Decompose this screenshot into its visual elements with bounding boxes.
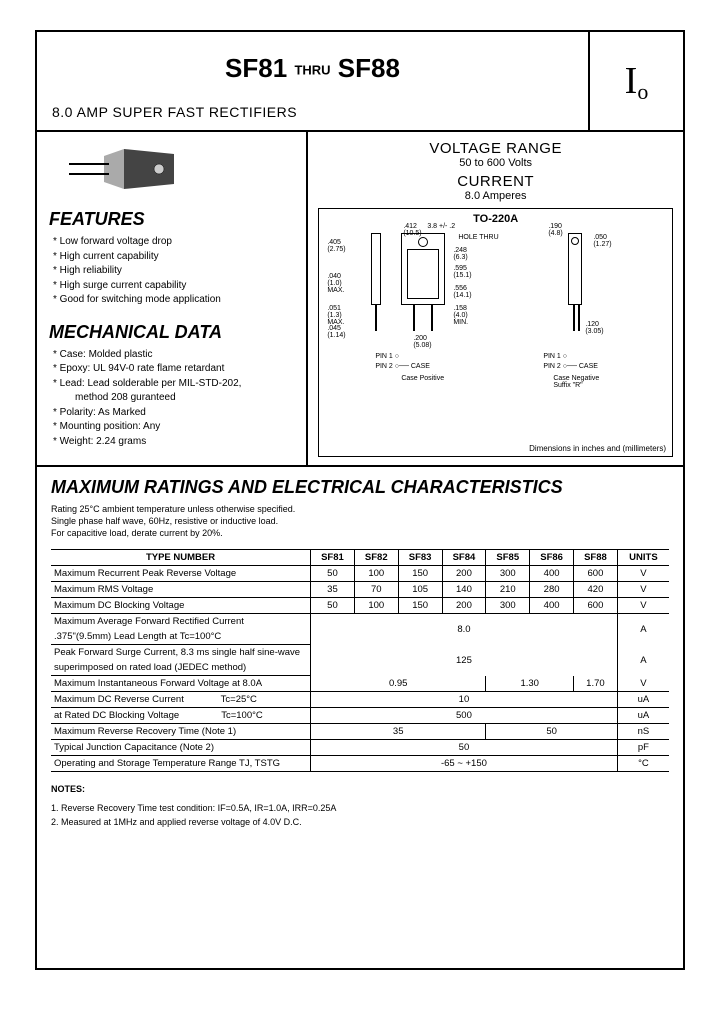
ratings-note-line: Rating 25°C ambient temperature unless o…	[51, 503, 669, 515]
pin-label: PIN 1 ○	[543, 353, 567, 360]
feature-item: Low forward voltage drop	[53, 235, 294, 250]
dim-label: .248 (6.3)	[453, 247, 467, 261]
current-title: CURRENT	[318, 173, 673, 190]
mech-item: Mounting position: Any	[53, 420, 294, 435]
feature-item: High surge current capability	[53, 279, 294, 294]
dim-label: HOLE THRU	[458, 234, 498, 241]
table-row: Operating and Storage Temperature Range …	[51, 756, 669, 772]
part-title: SF81 THRU SF88	[52, 53, 573, 84]
mech-item: Case: Molded plastic	[53, 348, 294, 363]
dim-label: .200 (5.08)	[413, 335, 431, 349]
col-head: SF83	[398, 550, 442, 566]
dim-label: .556 (14.1)	[453, 285, 471, 299]
ratings-heading: MAXIMUM RATINGS AND ELECTRICAL CHARACTER…	[51, 477, 669, 498]
col-head: SF84	[442, 550, 486, 566]
ratings-note-line: Single phase half wave, 60Hz, resistive …	[51, 515, 669, 527]
mid-row: FEATURES Low forward voltage drop High c…	[37, 132, 683, 467]
case-label: Case Positive	[401, 375, 444, 382]
header-left: SF81 THRU SF88 8.0 AMP SUPER FAST RECTIF…	[37, 32, 588, 130]
table-row: Typical Junction Capacitance (Note 2) 50…	[51, 740, 669, 756]
dim-label: .190 (4.8)	[548, 223, 562, 237]
col-head: SF81	[311, 550, 355, 566]
dim-label: .595 (15.1)	[453, 265, 471, 279]
feature-item: High current capability	[53, 250, 294, 265]
table-row: Maximum Instantaneous Forward Voltage at…	[51, 676, 669, 692]
datasheet-page: SF81 THRU SF88 8.0 AMP SUPER FAST RECTIF…	[35, 30, 685, 970]
dim-label: 3.8 +/- .2	[427, 223, 455, 230]
dim-label: .045 (1.14)	[327, 325, 345, 339]
table-header-row: TYPE NUMBER SF81 SF82 SF83 SF84 SF85 SF8…	[51, 550, 669, 566]
part-to: SF88	[338, 53, 400, 83]
ratings-section: MAXIMUM RATINGS AND ELECTRICAL CHARACTER…	[37, 467, 683, 840]
ratings-note-line: For capacitive load, derate current by 2…	[51, 527, 669, 539]
voltage-range-title: VOLTAGE RANGE	[318, 140, 673, 157]
dim-label: .412 (10.5)	[403, 223, 421, 237]
thru-label: THRU	[294, 63, 330, 78]
current-value: 8.0 Amperes	[318, 190, 673, 202]
dim-label: .051 (1.3) MAX.	[327, 305, 344, 326]
voltage-range-value: 50 to 600 Volts	[318, 157, 673, 169]
mechanical-list: Case: Molded plastic Epoxy: UL 94V-0 rat…	[49, 348, 294, 450]
package-diagram: TO-220A .405 (2	[318, 208, 673, 457]
type-number-heading: TYPE NUMBER	[51, 550, 311, 566]
footnote-item: 2. Measured at 1MHz and applied reverse …	[51, 815, 669, 829]
table-row: Maximum Average Forward Rectified Curren…	[51, 614, 669, 630]
table-row: at Rated DC Blocking Voltage Tc=100°C 50…	[51, 708, 669, 724]
pin-label: PIN 2 ○── CASE	[543, 363, 598, 370]
right-box: VOLTAGE RANGE 50 to 600 Volts CURRENT 8.…	[308, 132, 683, 465]
features-heading: FEATURES	[49, 209, 294, 230]
table-row: Maximum DC Blocking Voltage 50 100 150 2…	[51, 598, 669, 614]
col-head: SF88	[574, 550, 618, 566]
header: SF81 THRU SF88 8.0 AMP SUPER FAST RECTIF…	[37, 32, 683, 132]
ratings-table: TYPE NUMBER SF81 SF82 SF83 SF84 SF85 SF8…	[51, 549, 669, 772]
mech-item: Polarity: As Marked	[53, 406, 294, 421]
part-from: SF81	[225, 53, 287, 83]
mechanical-heading: MECHANICAL DATA	[49, 322, 294, 343]
mech-item: Lead: Lead solderable per MIL-STD-202,	[53, 377, 294, 392]
notes-heading: NOTES:	[51, 782, 669, 796]
col-head: SF82	[354, 550, 398, 566]
features-box: FEATURES Low forward voltage drop High c…	[37, 132, 308, 465]
table-row: Maximum Reverse Recovery Time (Note 1) 3…	[51, 724, 669, 740]
footnote-item: 1. Reverse Recovery Time test condition:…	[51, 801, 669, 815]
table-row: Maximum RMS Voltage 35 70 105 140 210 28…	[51, 582, 669, 598]
package-name: TO-220A	[323, 213, 668, 225]
feature-item: High reliability	[53, 264, 294, 279]
col-head: UNITS	[617, 550, 669, 566]
mech-item: Epoxy: UL 94V-0 rate flame retardant	[53, 362, 294, 377]
ratings-note: Rating 25°C ambient temperature unless o…	[51, 503, 669, 539]
case-label: Case Negative Suffix "R"	[553, 375, 599, 389]
logo: Io	[588, 32, 683, 130]
dim-label: .050 (1.27)	[593, 234, 611, 248]
dim-label: .158 (4.0) MIN.	[453, 305, 468, 326]
table-row: Maximum DC Reverse Current Tc=25°C 10 uA	[51, 692, 669, 708]
pin-label: PIN 2 ○── CASE	[375, 363, 430, 370]
mech-item: method 208 guranteed	[53, 391, 294, 406]
component-icon	[49, 144, 294, 199]
col-head: SF85	[486, 550, 530, 566]
feature-item: Good for switching mode application	[53, 293, 294, 308]
mech-item: Weight: 2.24 grams	[53, 435, 294, 450]
features-list: Low forward voltage drop High current ca…	[49, 235, 294, 308]
col-head: SF86	[530, 550, 574, 566]
dim-label: .040 (1.0) MAX.	[327, 273, 344, 294]
dim-label: .405 (2.75)	[327, 239, 345, 253]
dimension-note: Dimensions in inches and (millimeters)	[529, 444, 666, 453]
footnotes: NOTES: 1. Reverse Recovery Time test con…	[51, 782, 669, 829]
pin-label: PIN 1 ○	[375, 353, 399, 360]
table-row: Maximum Recurrent Peak Reverse Voltage 5…	[51, 566, 669, 582]
table-row: Peak Forward Surge Current, 8.3 ms singl…	[51, 645, 669, 661]
subtitle: 8.0 AMP SUPER FAST RECTIFIERS	[52, 104, 573, 120]
dim-label: .120 (3.05)	[585, 321, 603, 335]
